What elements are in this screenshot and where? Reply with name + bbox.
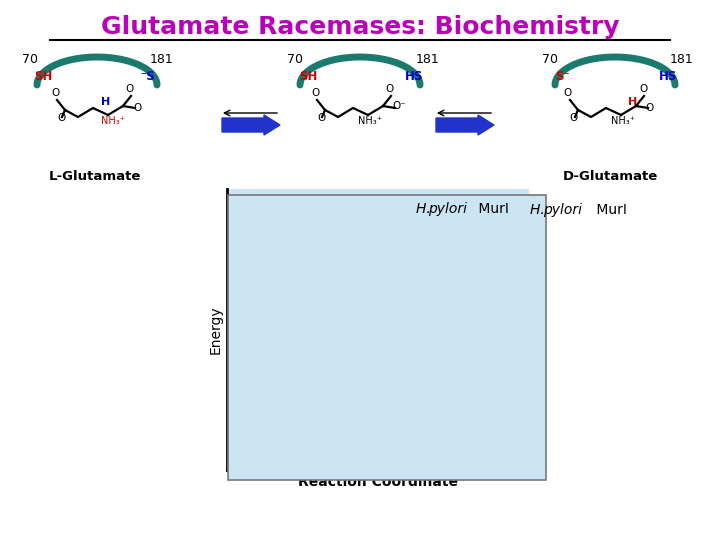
Text: 181: 181 [670,53,694,66]
Text: O: O [564,88,572,98]
Text: E•L-glu: E•L-glu [298,312,336,322]
Text: pylori: pylori [543,203,582,217]
Text: E•D-glu: E•D-glu [375,452,415,462]
Y-axis label: Energy: Energy [209,305,222,354]
Text: H: H [629,97,638,107]
FancyArrow shape [222,115,280,135]
Text: HS: HS [659,70,678,83]
Text: S⁻: S⁻ [554,70,570,83]
Text: L-Glutamate: L-Glutamate [49,170,141,183]
Text: O: O [311,88,319,98]
Text: H.: H. [416,202,435,216]
Text: E+L-glu: E+L-glu [228,335,269,346]
Text: O: O [570,113,578,123]
Text: O: O [317,113,325,123]
Text: Glutamate Racemases: Biochemistry: Glutamate Racemases: Biochemistry [101,15,619,39]
Text: H: H [102,97,111,107]
Text: MurI: MurI [592,203,627,217]
Text: O: O [639,84,647,94]
Text: O: O [51,88,59,98]
Text: H.: H. [530,203,549,217]
Text: O: O [133,103,141,113]
Text: D-Glutamate: D-Glutamate [562,170,657,183]
Text: NH₃⁺: NH₃⁺ [101,116,125,126]
Bar [228,195,546,480]
Text: E+D-glu: E+D-glu [444,335,487,346]
Text: 70: 70 [542,53,558,66]
FancyArrow shape [436,115,494,135]
Text: O: O [386,84,394,94]
Text: O: O [646,103,654,113]
Text: O: O [57,113,65,123]
Text: SH: SH [299,70,318,83]
Text: 70: 70 [22,53,38,66]
Text: 181: 181 [150,53,174,66]
Text: 70: 70 [287,53,303,66]
Text: 181: 181 [416,53,440,66]
Text: O⁻: O⁻ [392,101,406,111]
Text: NH₃⁺: NH₃⁺ [611,116,635,126]
Text: ⁻S: ⁻S [140,70,156,83]
Text: NH₃⁺: NH₃⁺ [358,116,382,126]
Text: SH: SH [34,70,52,83]
Text: HS: HS [405,70,423,83]
X-axis label: Reaction Coordinate: Reaction Coordinate [298,475,458,489]
Text: pylori: pylori [428,202,467,216]
Text: O: O [126,84,134,94]
Text: MurI: MurI [474,202,509,216]
